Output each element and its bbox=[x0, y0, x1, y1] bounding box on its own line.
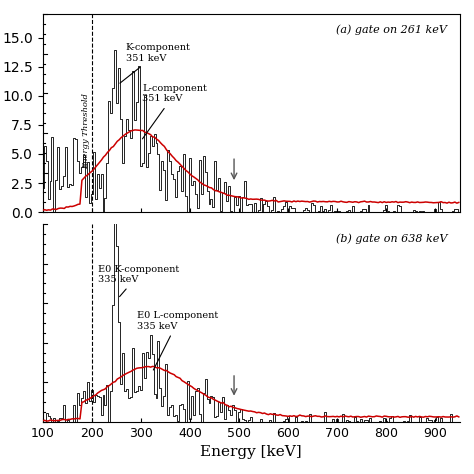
Text: K-component
351 keV: K-component 351 keV bbox=[120, 43, 191, 83]
Text: E0 K-component
335 keV: E0 K-component 335 keV bbox=[98, 264, 179, 297]
Text: E0 L-component
335 keV: E0 L-component 335 keV bbox=[137, 311, 219, 370]
Text: Energy Threshold: Energy Threshold bbox=[82, 93, 90, 169]
X-axis label: Energy [keV]: Energy [keV] bbox=[201, 445, 302, 459]
Text: L-component
351 keV: L-component 351 keV bbox=[142, 84, 207, 139]
Text: (b) gate on 638 keV: (b) gate on 638 keV bbox=[336, 234, 447, 245]
Text: (a) gate on 261 keV: (a) gate on 261 keV bbox=[337, 24, 447, 35]
